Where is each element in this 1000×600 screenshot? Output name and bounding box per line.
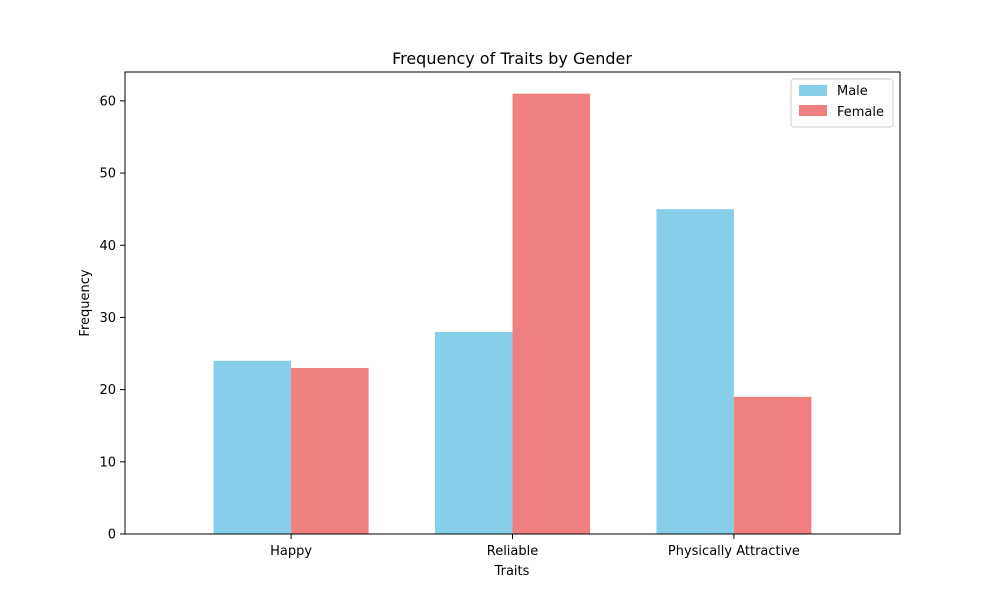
- x-axis-label: Traits: [494, 564, 530, 579]
- bar-female-physically-attractive: [733, 396, 812, 534]
- x-tick-label: Physically Attractive: [668, 544, 800, 559]
- bar-male-happy: [213, 360, 292, 534]
- y-axis-ticks: 0 10 20 30 40 50 60: [99, 94, 125, 543]
- bars-group: [213, 93, 812, 534]
- y-tick-label: 20: [99, 383, 116, 398]
- y-tick-label: 0: [108, 528, 116, 543]
- legend-swatch-male: [799, 85, 827, 96]
- x-tick-label: Happy: [270, 544, 312, 559]
- y-axis-label: Frequency: [78, 269, 93, 336]
- x-tick-label: Reliable: [487, 544, 539, 559]
- y-tick-label: 40: [99, 239, 116, 254]
- bar-female-happy: [291, 367, 369, 534]
- legend-swatch-female: [799, 105, 827, 116]
- legend-label-female: Female: [837, 105, 884, 120]
- bar-male-reliable: [435, 331, 513, 534]
- y-tick-label: 60: [99, 94, 116, 109]
- bar-male-physically-attractive: [656, 209, 734, 534]
- y-tick-label: 50: [99, 167, 116, 182]
- y-tick-label: 30: [99, 311, 116, 326]
- legend: Male Female: [790, 78, 894, 128]
- chart-title: Frequency of Traits by Gender: [392, 49, 632, 68]
- legend-label-male: Male: [837, 84, 868, 99]
- plot-area-frame: [124, 71, 901, 535]
- x-axis-ticks: Happy Reliable Physically Attractive: [270, 534, 800, 559]
- bar-female-reliable: [512, 93, 590, 534]
- y-tick-label: 10: [99, 455, 116, 470]
